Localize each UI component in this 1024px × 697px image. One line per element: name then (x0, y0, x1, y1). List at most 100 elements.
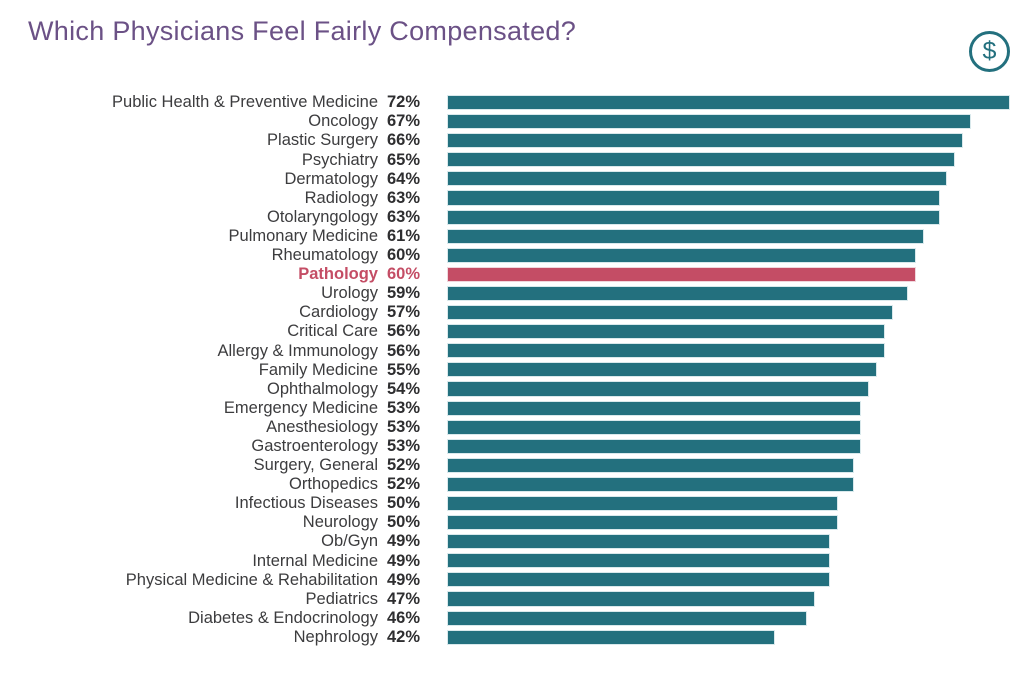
bar-track (447, 610, 1010, 626)
bar-track (447, 228, 1010, 244)
bar (447, 476, 854, 492)
bar-value: 56% (387, 322, 421, 341)
bar-value: 52% (387, 456, 421, 475)
bar-label: Dermatology (284, 169, 378, 188)
bar-label: Emergency Medicine (223, 398, 378, 417)
bar-track (447, 266, 1010, 282)
bar-value: 60% (387, 246, 421, 265)
bar-label: Pediatrics (305, 589, 378, 608)
bar-label: Critical Care (287, 322, 378, 341)
chart-row: Psychiatry 65% (20, 150, 1010, 169)
bar (447, 114, 971, 130)
bar-label: Pathology (298, 265, 378, 284)
bar-value: 57% (387, 303, 421, 322)
bar-value: 65% (387, 150, 421, 169)
bar-value: 60% (387, 265, 421, 284)
chart-row: Surgery, General 52% (20, 456, 1010, 475)
chart-row: Cardiology 57% (20, 303, 1010, 322)
chart-row: Emergency Medicine 53% (20, 398, 1010, 417)
chart-row: Infectious Diseases 50% (20, 494, 1010, 513)
bar-label: Public Health & Preventive Medicine (112, 93, 378, 112)
bar-label: Gastroenterology (251, 436, 378, 455)
bar-value: 54% (387, 379, 421, 398)
bar (447, 95, 1010, 111)
bar-value: 49% (387, 570, 421, 589)
bar-track (447, 553, 1010, 569)
bar-chart: Public Health & Preventive Medicine 72% … (20, 93, 1010, 649)
bar (447, 534, 831, 550)
dollar-icon-glyph: $ (982, 37, 997, 65)
bar-value: 66% (387, 131, 421, 150)
bar-value: 47% (387, 589, 421, 608)
bar-label: Cardiology (299, 303, 378, 322)
bar-value: 72% (387, 93, 421, 112)
chart-row: Family Medicine 55% (20, 360, 1010, 379)
bar-value: 63% (387, 188, 421, 207)
bar (447, 495, 838, 512)
chart-row: Otolaryngology 63% (20, 207, 1010, 226)
chart-row: Urology 59% (20, 284, 1010, 303)
chart-row: Diabetes & Endocrinology 46% (20, 608, 1010, 627)
bar-track (447, 171, 1010, 187)
page-title: Which Physicians Feel Fairly Compensated… (28, 16, 577, 46)
chart-row: Internal Medicine 49% (20, 551, 1010, 570)
bar-track (447, 419, 1010, 435)
bar-value: 53% (387, 398, 421, 417)
bar (447, 133, 964, 149)
bar-label: Physical Medicine & Rehabilitation (125, 570, 378, 589)
chart-row: Dermatology 64% (20, 169, 1010, 188)
bar-track (447, 591, 1010, 607)
bar-track (447, 400, 1010, 416)
bar-track (447, 362, 1010, 378)
chart-row: Ob/Gyn 49% (20, 532, 1010, 551)
bar (447, 362, 878, 378)
chart-row: Pulmonary Medicine 61% (20, 226, 1010, 245)
bar (447, 610, 807, 626)
bar-track (447, 95, 1010, 111)
bar (447, 515, 838, 531)
bar-value: 53% (387, 417, 421, 436)
bar-track (447, 515, 1010, 531)
chart-row: Nephrology 42% (20, 627, 1010, 646)
bar (447, 629, 776, 645)
bar-value: 56% (387, 341, 421, 360)
chart-row: Pathology 60% (20, 265, 1010, 284)
chart-row: Neurology 50% (20, 513, 1010, 532)
bar-label: Otolaryngology (267, 207, 378, 226)
bar-label: Oncology (308, 112, 378, 131)
chart-row: Allergy & Immunology 56% (20, 341, 1010, 360)
bar-track (447, 190, 1010, 206)
chart-row: Rheumatology 60% (20, 246, 1010, 265)
bar-label: Ophthalmology (267, 379, 378, 398)
bar (447, 553, 831, 569)
bar-value: 49% (387, 551, 421, 570)
bar (447, 419, 862, 435)
bar-value: 42% (387, 627, 421, 646)
bar (447, 457, 854, 473)
chart-row: Critical Care 56% (20, 322, 1010, 341)
bar-value: 67% (387, 112, 421, 131)
bar-label: Pulmonary Medicine (228, 226, 378, 245)
bar-value: 50% (387, 513, 421, 532)
chart-row: Anesthesiology 53% (20, 417, 1010, 436)
bar-label: Diabetes & Endocrinology (188, 608, 378, 627)
bar-label: Family Medicine (258, 360, 378, 379)
bar-label: Infectious Diseases (234, 494, 378, 513)
bar-track (447, 247, 1010, 263)
bar-value: 49% (387, 532, 421, 551)
bar-track (447, 343, 1010, 359)
chart-row: Public Health & Preventive Medicine 72% (20, 93, 1010, 112)
bar-label: Psychiatry (301, 150, 378, 169)
bar (447, 190, 940, 206)
bar (447, 171, 948, 187)
bar-value: 53% (387, 436, 421, 455)
chart-row: Radiology 63% (20, 188, 1010, 207)
chart-row: Gastroenterology 53% (20, 436, 1010, 455)
bar-label: Allergy & Immunology (217, 341, 378, 360)
bar-label: Neurology (302, 513, 378, 532)
bar-track (447, 495, 1010, 512)
bar-track (447, 381, 1010, 397)
bar-label: Orthopedics (289, 475, 378, 494)
bar-track (447, 114, 1010, 130)
bar-value: 59% (387, 284, 421, 303)
